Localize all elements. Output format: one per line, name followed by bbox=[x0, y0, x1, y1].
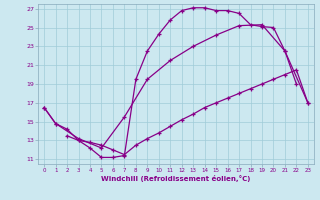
X-axis label: Windchill (Refroidissement éolien,°C): Windchill (Refroidissement éolien,°C) bbox=[101, 175, 251, 182]
